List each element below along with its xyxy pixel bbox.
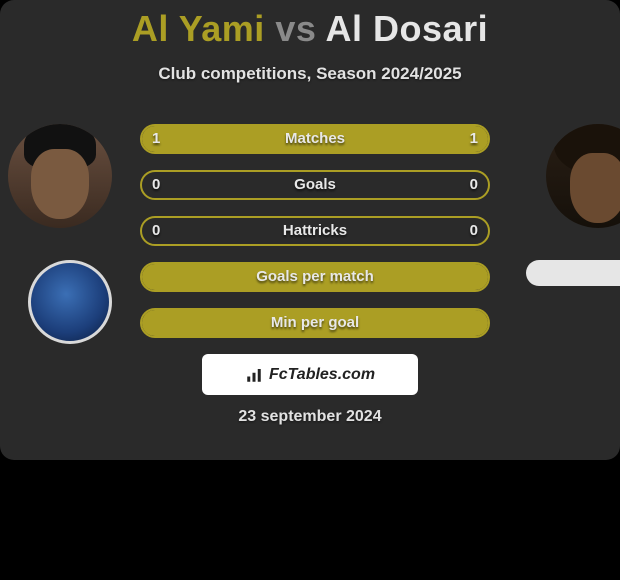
- stat-bar: 00Goals: [140, 170, 490, 200]
- subtitle: Club competitions, Season 2024/2025: [0, 64, 620, 84]
- stat-bars: 11Matches 00Goals 00Hattricks Goals per mat…: [140, 124, 490, 354]
- bar-label: Hattricks: [142, 218, 488, 244]
- bar-chart-icon: [245, 366, 263, 384]
- comparison-card: Al Yami vs Al Dosari Club competitions, …: [0, 0, 620, 460]
- player-b-club-badge: [526, 260, 620, 286]
- player-a-avatar: [8, 124, 112, 228]
- avatar-face: [570, 153, 620, 223]
- bar-label: Goals per match: [142, 264, 488, 290]
- stat-bar: Goals per match: [140, 262, 490, 292]
- player-b-avatar: [546, 124, 620, 228]
- stat-bar: 11Matches: [140, 124, 490, 154]
- stat-bar: Min per goal: [140, 308, 490, 338]
- bar-label: Min per goal: [142, 310, 488, 336]
- brand-text: FcTables.com: [269, 366, 375, 384]
- page-title: Al Yami vs Al Dosari: [0, 0, 620, 50]
- stat-bar: 00Hattricks: [140, 216, 490, 246]
- brand-badge: FcTables.com: [202, 354, 418, 395]
- title-vs: vs: [275, 8, 316, 49]
- bar-label: Goals: [142, 172, 488, 198]
- player-a-club-badge: [28, 260, 112, 344]
- player-b-name: Al Dosari: [326, 8, 489, 49]
- date-text: 23 september 2024: [0, 408, 620, 426]
- bar-label: Matches: [142, 126, 488, 152]
- player-a-name: Al Yami: [132, 8, 265, 49]
- avatar-face: [31, 149, 89, 219]
